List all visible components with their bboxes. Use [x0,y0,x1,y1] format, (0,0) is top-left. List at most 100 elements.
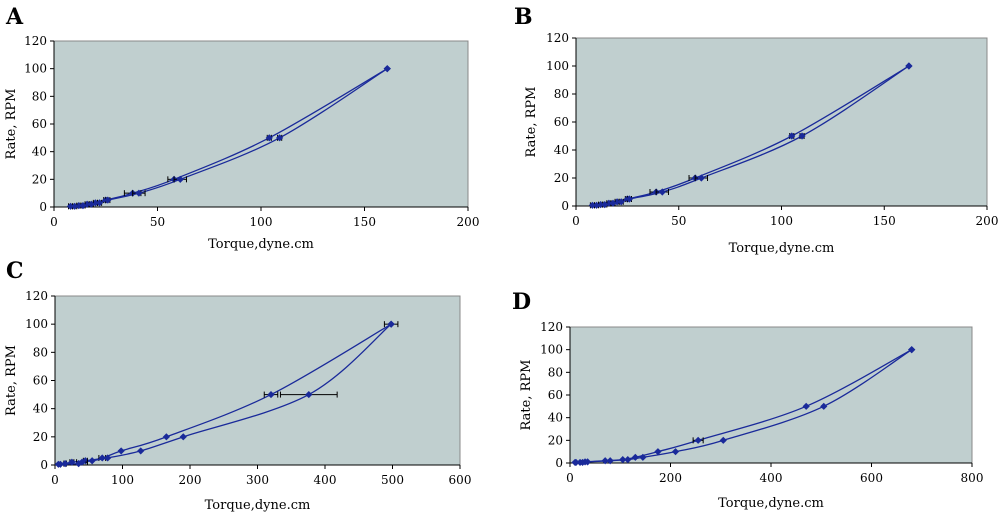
data-point [617,198,625,206]
data-point [162,433,170,441]
data-point [697,174,705,182]
panel-a: A 0 20 40 60 80 100 120 0 50 100 150 200 Torque,dyne.… [4,4,479,252]
series-2 [71,65,391,210]
data-point [79,202,87,210]
data-point [601,201,609,209]
y-axis-title: Rate, RPM [519,360,534,431]
panel-b: B 0 20 40 60 80 100 120 0 50 100 150 200 Torque,dyne.… [514,4,998,256]
y-tick-label: 80 [548,365,563,379]
y-tick-label: 20 [32,172,47,186]
y-axis-title: Rate, RPM [524,87,539,158]
data-point [179,433,187,441]
y-tick-label: 20 [554,171,569,185]
x-tick-label: 800 [961,471,984,485]
data-point [95,199,104,207]
data-point [387,320,395,328]
x-tick-label: 50 [150,215,165,229]
data-point [104,454,112,462]
y-tick-label: 40 [33,402,48,416]
y-tick-label: 0 [40,458,48,472]
y-tick-label: 120 [546,31,569,45]
panel-label: A [5,4,24,30]
panel-label: C [6,258,24,284]
data-point [694,436,702,444]
x-tick-label: 200 [457,215,480,229]
data-point [606,457,614,465]
x-tick-label: 0 [566,471,574,485]
x-tick-label: 400 [314,473,337,487]
panel-label: B [514,4,533,30]
y-tick-label: 120 [25,289,48,303]
y-tick-label: 100 [24,62,47,76]
data-point [88,457,96,465]
y-tick-label: 60 [33,374,48,388]
data-point [583,458,592,466]
data-point [788,132,796,140]
data-point [78,458,86,466]
data-point [276,134,284,142]
x-tick-label: 500 [381,473,404,487]
panel-d: D 0 20 40 60 80 100 120 0 200 400 600 800 Torque,dyne… [512,289,983,511]
data-point [639,453,647,461]
plot-area [575,37,988,207]
x-tick-label: 100 [111,473,134,487]
x-tick-label: 200 [179,473,202,487]
y-tick-label: 20 [548,433,563,447]
y-tick-label: 0 [39,200,47,214]
y-tick-label: 60 [548,388,563,402]
x-tick-label: 600 [449,473,472,487]
data-point [631,453,639,461]
x-tick-label: 100 [250,215,273,229]
x-axis-title: Torque,dyne.cm [718,496,824,511]
panel-label: D [512,289,531,315]
data-point [719,436,727,444]
y-axis-title: Rate, RPM [4,345,19,416]
data-point [87,200,95,208]
x-axis-title: Torque,dyne.cm [729,241,835,256]
data-point [624,456,632,464]
y-tick-label: 120 [24,34,47,48]
data-point [265,134,273,142]
x-axis-title: Torque,dyne.cm [205,498,311,513]
x-tick-label: 300 [246,473,269,487]
plot-area [54,295,461,466]
x-tick-label: 50 [671,214,686,228]
y-tick-label: 100 [25,317,48,331]
data-point [578,458,587,467]
x-axis-title: Torque,dyne.cm [208,237,314,252]
data-point [176,175,184,183]
y-tick-label: 40 [554,143,569,157]
data-point [56,460,64,468]
y-tick-label: 120 [540,320,563,334]
data-point [383,65,391,73]
data-point [137,447,145,455]
x-tick-label: 0 [572,214,580,228]
data-point [820,402,828,410]
data-point [908,346,916,354]
data-point [572,458,580,467]
plot-area [569,326,973,464]
data-point [609,199,617,207]
y-tick-label: 60 [32,117,47,131]
data-point [625,195,634,203]
x-tick-label: 200 [976,214,999,228]
x-tick-label: 400 [760,471,783,485]
plot-area [53,40,469,208]
y-tick-label: 0 [555,456,563,470]
series-2 [592,62,913,209]
y-tick-label: 40 [548,411,563,425]
x-tick-label: 150 [353,215,376,229]
x-tick-label: 200 [659,471,682,485]
data-point [671,448,680,456]
y-tick-label: 60 [554,115,569,129]
data-point [798,132,806,140]
x-tick-label: 0 [50,215,58,229]
data-point [305,390,313,399]
series-2 [56,320,395,468]
data-point [117,447,125,455]
data-point [802,402,810,410]
data-point [905,62,913,70]
x-tick-label: 0 [51,473,59,487]
data-point [592,201,601,209]
